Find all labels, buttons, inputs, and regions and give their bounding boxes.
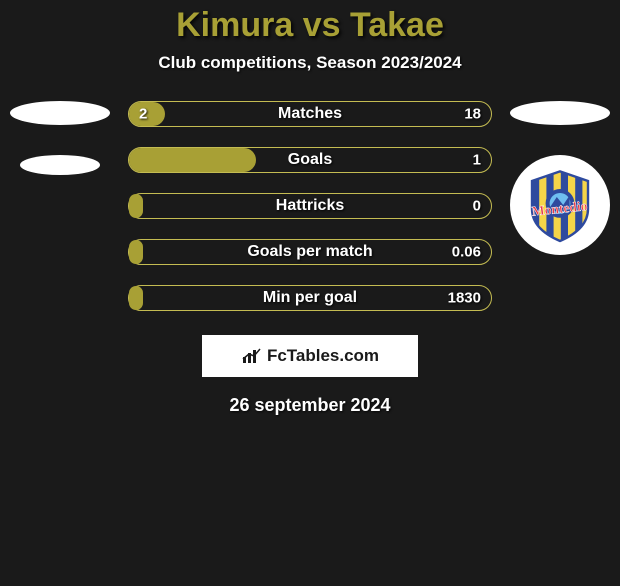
- stat-value-right: 0.06: [452, 244, 481, 261]
- stat-label: Goals: [288, 151, 332, 169]
- stat-value-right: 1: [473, 152, 481, 169]
- stat-bar: Goals per match 0.06: [128, 239, 492, 265]
- page-subtitle: Club competitions, Season 2023/2024: [0, 53, 620, 73]
- stat-bar-fill: [129, 194, 143, 218]
- right-badge-column: Montedio: [510, 101, 610, 255]
- stat-label: Hattricks: [276, 197, 344, 215]
- stat-value-right: 18: [464, 106, 481, 123]
- stat-label: Goals per match: [247, 243, 372, 261]
- stat-bar: Min per goal 1830: [128, 285, 492, 311]
- montedio-crest-icon: Montedio: [520, 165, 600, 245]
- stat-value-left: 2: [139, 106, 147, 123]
- stat-bars: 2 Matches 18 Goals 1 Hattricks 0 Goals per matc…: [110, 101, 510, 311]
- left-badge-column: [10, 101, 110, 175]
- bar-chart-icon: [241, 347, 263, 365]
- brand-box: FcTables.com: [202, 335, 418, 377]
- comparison-row: 2 Matches 18 Goals 1 Hattricks 0 Goals per matc…: [0, 101, 620, 311]
- stat-bar: Goals 1: [128, 147, 492, 173]
- date-label: 26 september 2024: [0, 395, 620, 416]
- stat-bar-fill: [129, 240, 143, 264]
- page-title: Kimura vs Takae: [0, 6, 620, 45]
- stat-value-right: 1830: [448, 290, 481, 307]
- brand-label: FcTables.com: [241, 346, 379, 366]
- stat-value-right: 0: [473, 198, 481, 215]
- stat-bar: Hattricks 0: [128, 193, 492, 219]
- left-club-badge-1: [10, 101, 110, 125]
- stat-bar: 2 Matches 18: [128, 101, 492, 127]
- left-club-badge-2: [20, 155, 100, 175]
- stat-label: Matches: [278, 105, 342, 123]
- right-club-badge-2: Montedio: [510, 155, 610, 255]
- stat-label: Min per goal: [263, 289, 357, 307]
- right-club-badge-1: [510, 101, 610, 125]
- stat-bar-fill: [129, 286, 143, 310]
- stat-bar-fill: [129, 148, 256, 172]
- brand-text: FcTables.com: [267, 346, 379, 366]
